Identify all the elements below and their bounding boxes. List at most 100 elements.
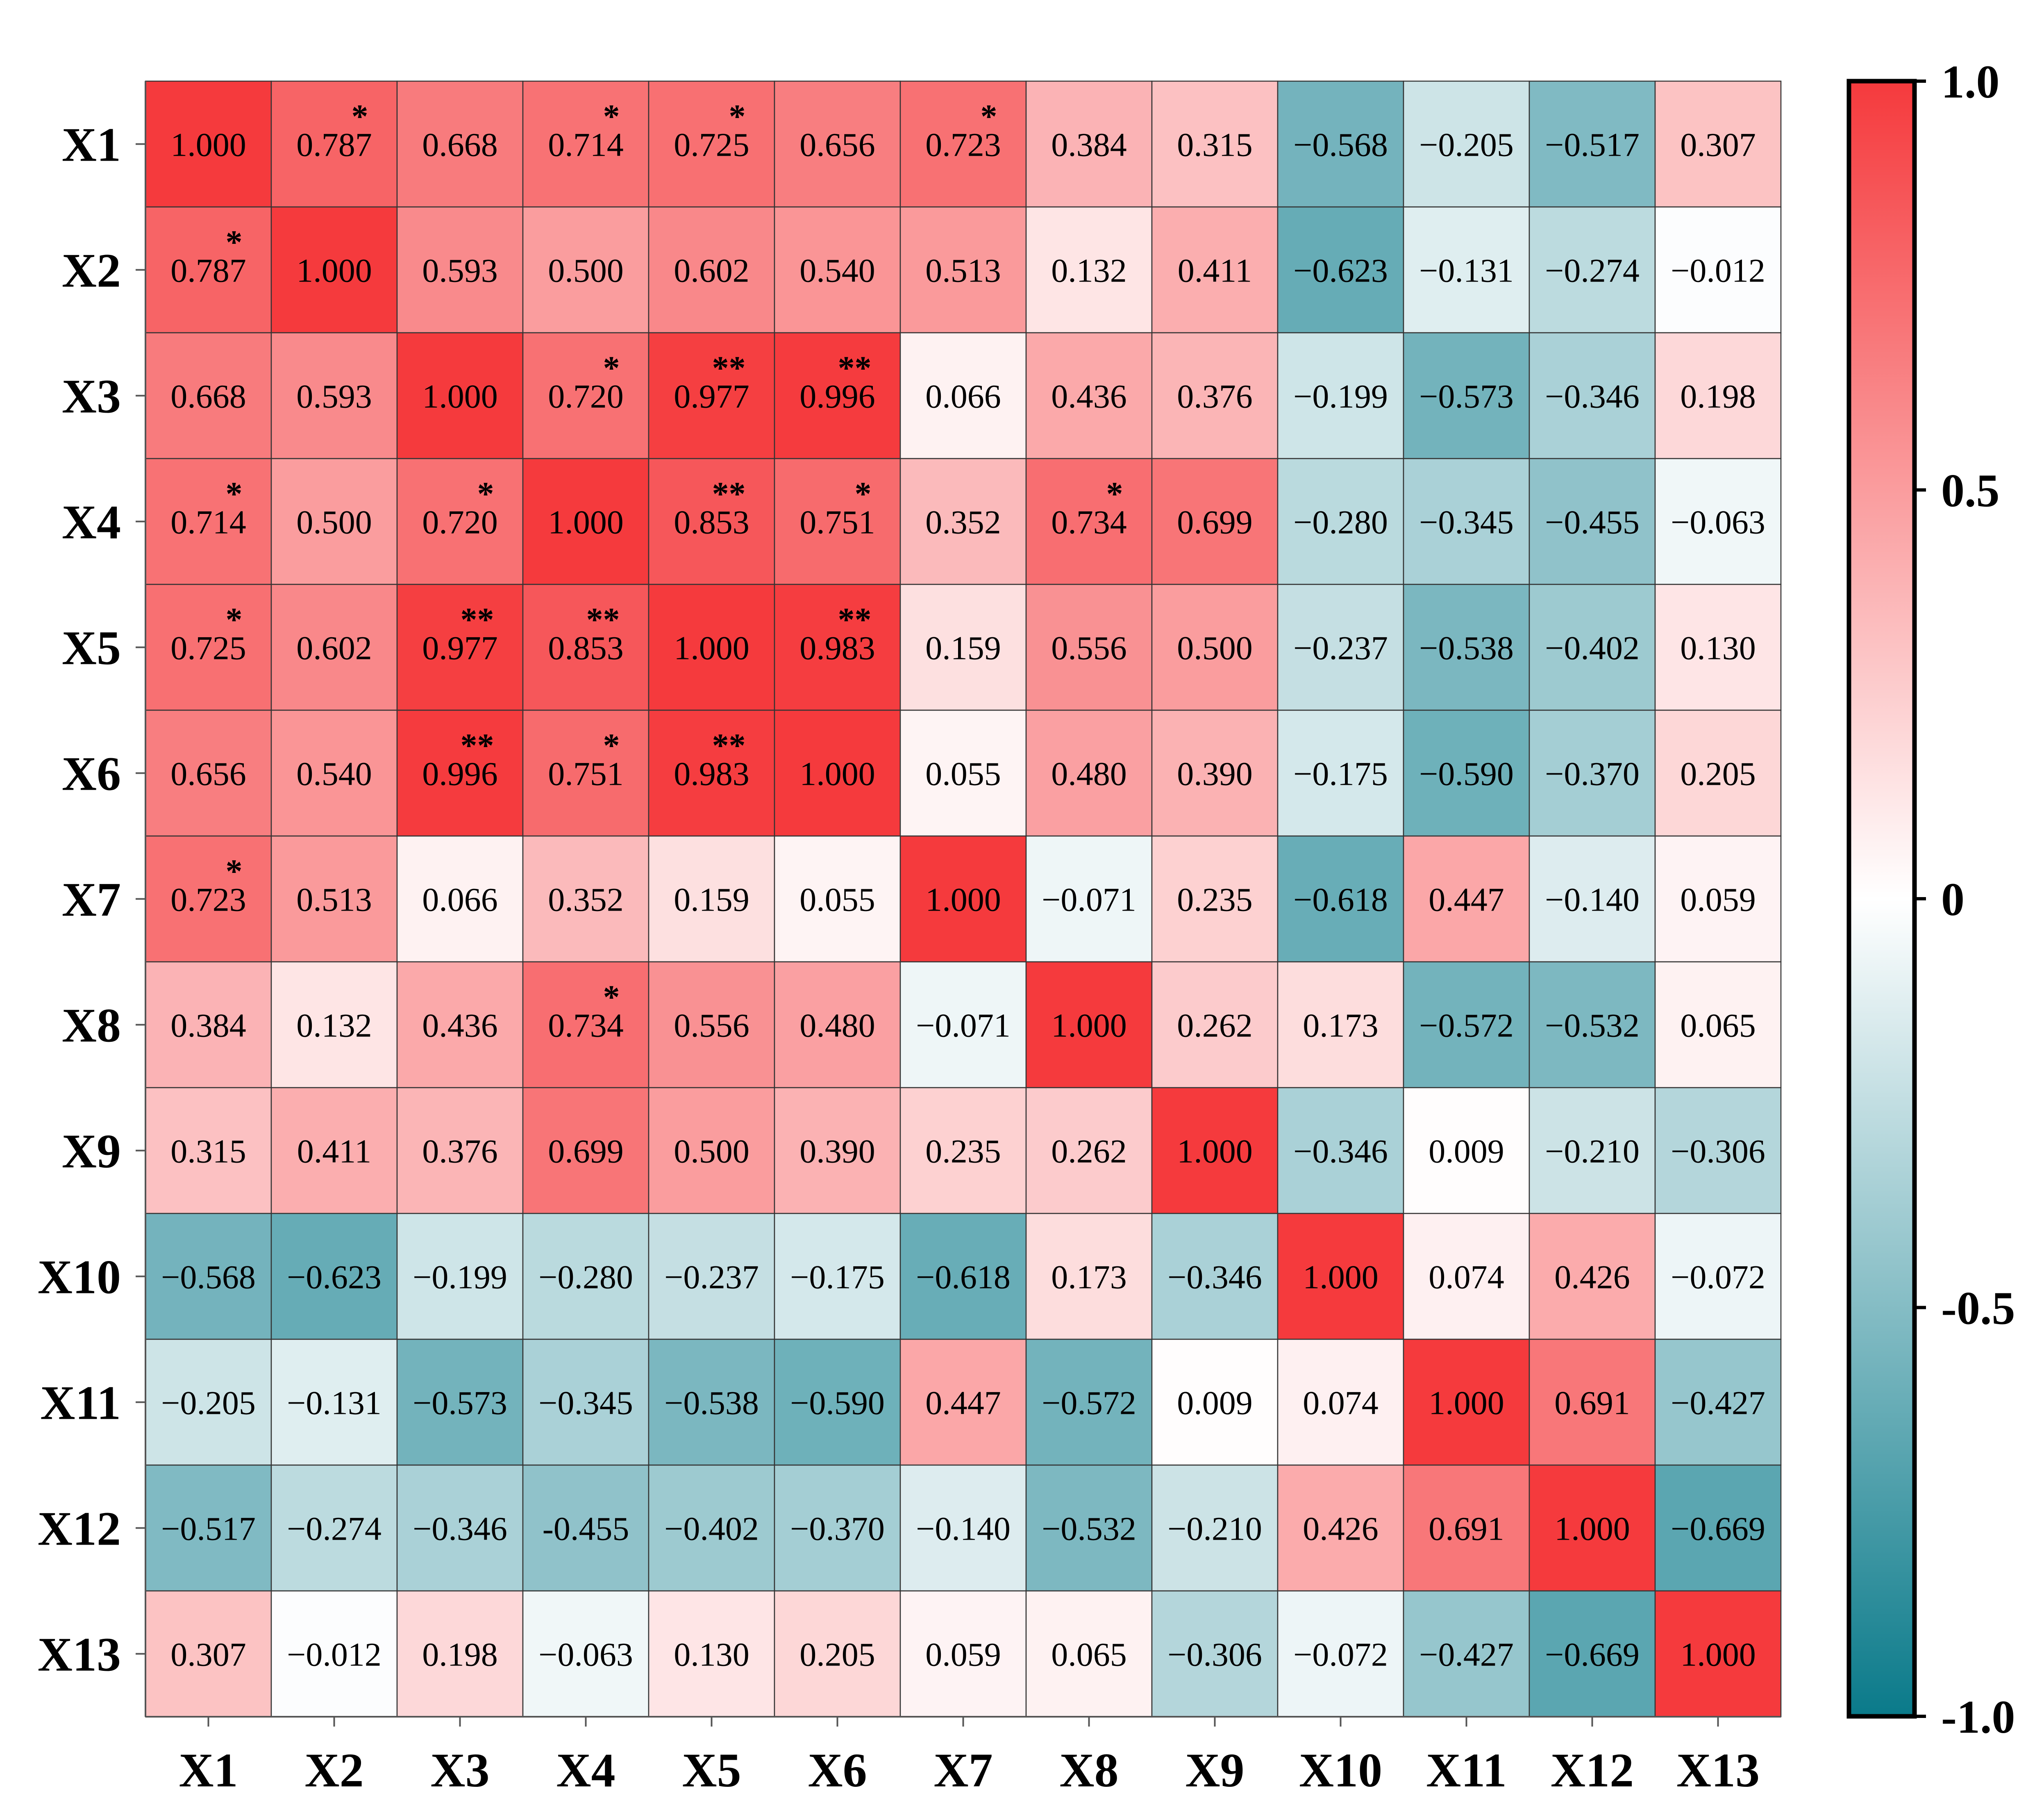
heatmap-cell: −0.131 <box>270 1338 398 1466</box>
heatmap-cell: 0.725* <box>648 80 775 208</box>
heatmap-cell-value: 1.000 <box>799 755 875 793</box>
row-axis-label: X1 <box>62 118 121 172</box>
heatmap-cell: 0.656 <box>145 709 272 837</box>
heatmap-cell: 0.714* <box>522 80 650 208</box>
heatmap-cell: 0.384 <box>1025 80 1153 208</box>
heatmap-cell-rect <box>1528 80 1656 208</box>
heatmap-cell-value: 0.235 <box>1177 881 1253 918</box>
colorbar-tick-label: 0.5 <box>1941 465 2000 517</box>
heatmap-cell-value: 0.656 <box>799 126 875 164</box>
heatmap-cell-value: 0.411 <box>1178 252 1252 289</box>
heatmap-cell-rect <box>270 1590 398 1718</box>
heatmap-cell-rect <box>1025 80 1153 208</box>
heatmap-cell-rect <box>1654 1213 1782 1340</box>
heatmap-cell-value: 0.725 <box>674 126 749 164</box>
heatmap-cell-rect <box>1403 1338 1530 1466</box>
heatmap-cell-rect <box>1528 1338 1656 1466</box>
heatmap-cell-value: 0.159 <box>674 881 749 918</box>
heatmap-cell-value: −0.237 <box>1293 629 1388 667</box>
heatmap-cell-rect <box>522 1590 650 1718</box>
heatmap-cell-rect <box>1025 835 1153 963</box>
heatmap-cell-value: −0.205 <box>1419 126 1514 164</box>
colorbar-tick-label: 1.0 <box>1941 56 2000 108</box>
heatmap-cell: 0.411 <box>270 1087 398 1214</box>
heatmap-cell: −0.210 <box>1528 1087 1656 1214</box>
significance-marker: * <box>603 349 620 386</box>
heatmap-cell: 0.500 <box>648 1087 775 1214</box>
heatmap-cell: −0.346 <box>1277 1087 1404 1214</box>
heatmap-cell-value: −0.517 <box>1545 126 1640 164</box>
heatmap-cell: 0.691 <box>1403 1464 1530 1592</box>
heatmap-cell-rect <box>145 835 272 963</box>
heatmap-cell-value: −0.205 <box>161 1384 256 1422</box>
heatmap-cell: 1.000 <box>1654 1590 1782 1718</box>
heatmap-cell-rect <box>1277 80 1404 208</box>
heatmap-cell-value: 0.426 <box>1303 1510 1379 1547</box>
heatmap-cell: 0.996** <box>774 332 901 459</box>
heatmap-cell-rect <box>1025 961 1153 1088</box>
heatmap-cell-value: −0.618 <box>916 1259 1011 1296</box>
heatmap-cell: −0.568 <box>1277 80 1404 208</box>
heatmap-cell: −0.623 <box>270 1213 398 1340</box>
heatmap-cell-value: 0.977 <box>422 629 498 667</box>
heatmap-cell-value: 0.720 <box>548 378 624 415</box>
heatmap-cell-rect <box>1025 458 1153 585</box>
heatmap-cell-value: −0.199 <box>1293 378 1388 415</box>
heatmap-cell-value: −0.063 <box>1671 504 1765 541</box>
heatmap-cell-rect <box>270 1087 398 1214</box>
heatmap-cell: 0.173 <box>1025 1213 1153 1340</box>
heatmap-cell: −0.306 <box>1654 1087 1782 1214</box>
heatmap-cell: 1.000 <box>1151 1087 1279 1214</box>
heatmap-cell-rect <box>1277 206 1404 334</box>
heatmap-cell-rect <box>1528 709 1656 837</box>
column-axis-label: X10 <box>1299 1743 1382 1797</box>
heatmap-cell: 0.723* <box>899 80 1027 208</box>
row-axis-label: X8 <box>62 999 121 1052</box>
significance-marker: * <box>729 98 746 135</box>
heatmap-cell: 1.000 <box>1528 1464 1656 1592</box>
heatmap-cells: 1.000 0.787*0.668 0.714*0.725*0.656 0.723*0… <box>145 80 1782 1718</box>
heatmap-cell-value: 0.853 <box>674 504 749 541</box>
heatmap-cell-rect <box>899 206 1027 334</box>
heatmap-cell: 0.556 <box>648 961 775 1088</box>
column-axis-label: X3 <box>430 1743 489 1797</box>
heatmap-cell: −0.618 <box>899 1213 1027 1340</box>
heatmap-cell-rect <box>270 1464 398 1592</box>
heatmap-cell: 0.307 <box>1654 80 1782 208</box>
heatmap-cell-value: −0.280 <box>1293 504 1388 541</box>
heatmap-cell: 0.059 <box>899 1590 1027 1718</box>
heatmap-cell-value: 0.066 <box>925 378 1001 415</box>
heatmap-cell: 0.500 <box>270 458 398 585</box>
heatmap-cell-value: 0.668 <box>170 378 246 415</box>
significance-marker: ** <box>586 601 620 638</box>
heatmap-cell: 0.602 <box>648 206 775 334</box>
heatmap-cell-rect <box>648 584 775 711</box>
heatmap-cell: 0.447 <box>1403 835 1530 963</box>
heatmap-cell-value: −0.623 <box>1293 252 1388 289</box>
heatmap-cell-rect <box>396 1087 524 1214</box>
heatmap-cell: 0.132 <box>1025 206 1153 334</box>
heatmap-cell-value: 0.500 <box>674 1133 749 1170</box>
heatmap-cell: −0.669 <box>1654 1464 1782 1592</box>
heatmap-cell: 0.853** <box>522 584 650 711</box>
heatmap-cell-value: 0.725 <box>170 629 246 667</box>
heatmap-cell-value: 0.500 <box>1177 629 1253 667</box>
heatmap-cell-value: −0.590 <box>790 1384 885 1422</box>
heatmap-cell: −0.071 <box>899 961 1027 1088</box>
heatmap-cell: 1.000 <box>1403 1338 1530 1466</box>
heatmap-cell-rect <box>1151 458 1279 585</box>
heatmap-cell-value: −0.618 <box>1293 881 1388 918</box>
heatmap-cell-rect <box>396 1338 524 1466</box>
significance-marker: * <box>226 223 243 261</box>
heatmap-cell: −0.346 <box>396 1464 524 1592</box>
heatmap-cell-value: −0.346 <box>1167 1259 1262 1296</box>
row-axis-label: X2 <box>62 244 121 298</box>
heatmap-cell-value: 0.059 <box>1680 881 1756 918</box>
heatmap-cell-rect <box>899 80 1027 208</box>
heatmap-cell-value: 0.996 <box>799 378 875 415</box>
heatmap-cell-rect <box>1528 1464 1656 1592</box>
heatmap-cell: 1.000 <box>648 584 775 711</box>
heatmap-cell: 0.699 <box>1151 458 1279 585</box>
heatmap-cell: 0.500 <box>522 206 650 334</box>
colorbar-gradient <box>1846 79 1917 1719</box>
